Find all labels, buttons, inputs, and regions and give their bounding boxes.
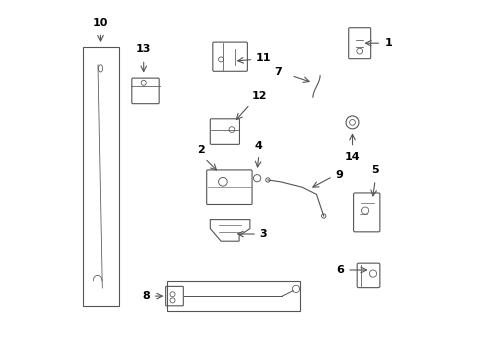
Text: 6: 6	[336, 265, 344, 275]
Text: 8: 8	[142, 291, 149, 301]
Bar	[167, 281, 300, 311]
Text: 5: 5	[370, 165, 378, 175]
Text: 14: 14	[344, 152, 360, 162]
Bar	[82, 47, 118, 306]
Text: 1: 1	[384, 38, 392, 48]
Text: 10: 10	[93, 18, 108, 28]
Text: 3: 3	[259, 229, 267, 239]
Text: 7: 7	[274, 67, 282, 77]
Text: 9: 9	[335, 170, 343, 180]
Text: 12: 12	[251, 91, 266, 101]
Text: 2: 2	[197, 145, 205, 155]
Text: 4: 4	[254, 141, 263, 151]
Text: 11: 11	[256, 53, 271, 63]
Text: 13: 13	[136, 44, 151, 54]
